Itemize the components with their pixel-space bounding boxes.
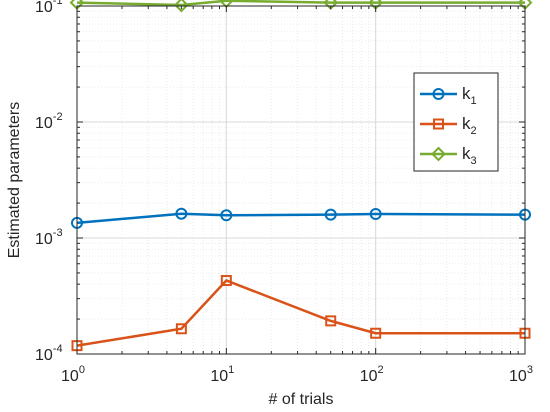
- data-point-k2: [175, 323, 187, 335]
- data-point-k1: [369, 208, 382, 221]
- legend-box: [413, 72, 499, 172]
- data-point-k2: [325, 315, 337, 327]
- grid-lines: [77, 6, 525, 354]
- x-axis-title: # of trials: [269, 391, 334, 408]
- legend-entry-k3: k3: [420, 144, 477, 167]
- legend: k1 k2 k3: [413, 72, 499, 172]
- series-line-k1: [76, 212, 526, 225]
- y-tick-label: 10-4: [35, 343, 63, 364]
- x-tick-label: 101: [210, 364, 234, 385]
- x-tick-labels: 100 101 102 103: [61, 364, 533, 385]
- x-tick-label: 102: [360, 364, 384, 385]
- y-tick-label: 10-3: [35, 227, 63, 248]
- legend-entry-k1: k1: [420, 84, 477, 107]
- y-tick-labels: 10-4 10-3 10-2 10-1: [35, 0, 63, 364]
- plot-frame: [76, 5, 526, 355]
- data-point-k1: [175, 207, 188, 220]
- data-point-k2: [370, 327, 382, 339]
- series-line-k2: [76, 279, 525, 347]
- x-tick-label: 100: [61, 364, 85, 385]
- y-axis-title: Estimated parameters: [6, 102, 23, 259]
- y-tick-label: 10-2: [35, 111, 63, 132]
- data-point-k2: [220, 275, 232, 287]
- legend-entry-k2: k2: [420, 114, 477, 137]
- legend-marker: [431, 146, 446, 162]
- x-tick-label: 103: [509, 364, 533, 385]
- legend-label: k2: [462, 114, 477, 137]
- plot-background: [77, 6, 525, 354]
- data-point-k3: [173, 0, 189, 13]
- legend-marker: [432, 88, 445, 100]
- legend-label: k1: [462, 84, 477, 107]
- legend-marker: [433, 118, 444, 130]
- series-line-k3: [76, 0, 525, 7]
- y-tick-label: 10-1: [35, 0, 63, 16]
- data-point-k1: [324, 208, 337, 221]
- axis-ticks: [76, 5, 526, 355]
- data-point-k1: [220, 209, 233, 222]
- legend-label: k3: [462, 144, 477, 167]
